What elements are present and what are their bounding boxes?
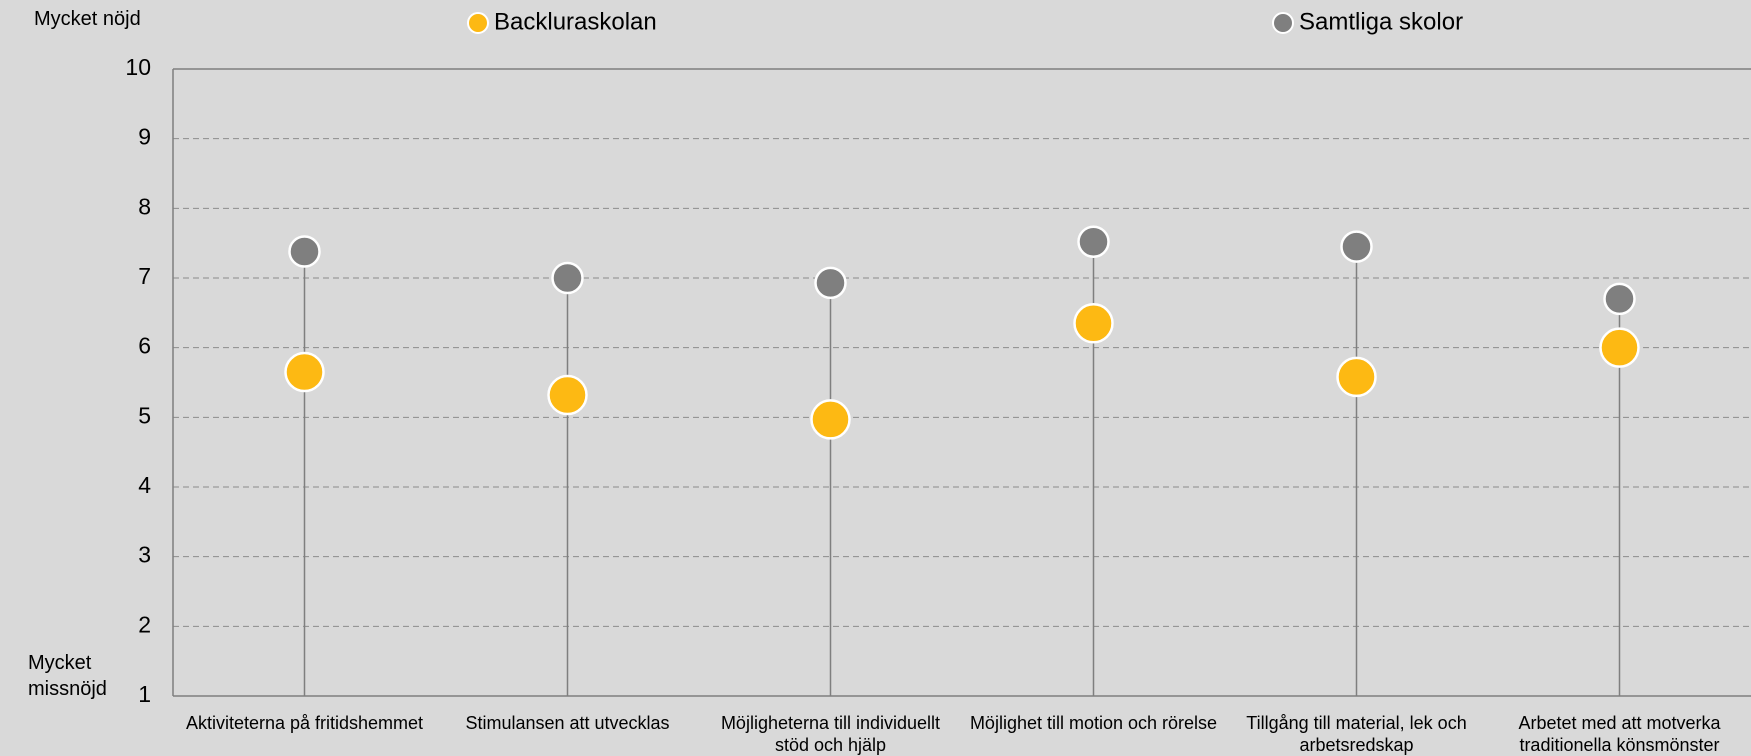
dot: [1077, 225, 1110, 259]
y-tick-label: 7: [138, 263, 151, 289]
dot: [1336, 356, 1377, 398]
y-tick-label: 6: [138, 333, 151, 359]
dot: [1073, 303, 1114, 344]
dot: [814, 266, 847, 300]
dot: [1603, 282, 1636, 316]
x-tick-label: Möjlighet till motion och rörelse: [969, 713, 1218, 733]
dot: [551, 261, 584, 295]
x-tick-label: Tillgång till material, lek och arbetsre…: [1246, 713, 1467, 755]
y-tick-label: 9: [138, 124, 151, 150]
y-top-label: Mycket nöjd: [34, 8, 141, 30]
y-tick-label: 8: [138, 193, 151, 219]
dot: [1599, 327, 1640, 368]
x-tick-label: Stimulansen att utvecklas: [465, 713, 670, 733]
legend-label: Backluraskolan: [494, 8, 657, 35]
y-tick-label: 1: [138, 681, 151, 707]
legend-label: Samtliga skolor: [1299, 8, 1463, 35]
x-tick-label: Möjligheterna till individuellt stöd och…: [720, 713, 941, 755]
x-tick-label: Aktiviteterna på fritidshemmet: [185, 713, 424, 733]
y-tick-label: 3: [138, 542, 151, 568]
y-tick-label: 2: [138, 611, 151, 637]
y-tick-label: 10: [125, 54, 151, 80]
dot: [1340, 230, 1373, 263]
y-bottom-label: Mycket missnöjd: [28, 652, 107, 700]
y-tick-label: 4: [138, 472, 151, 498]
dot: [547, 374, 588, 416]
legend-marker: [467, 12, 489, 34]
x-tick-label: Arbetet med att motverka traditionella k…: [1518, 713, 1721, 755]
y-tick-label: 5: [138, 402, 151, 428]
legend-marker: [1272, 12, 1294, 34]
dot: [810, 399, 851, 440]
dot: [288, 235, 321, 268]
dot: [284, 351, 325, 393]
